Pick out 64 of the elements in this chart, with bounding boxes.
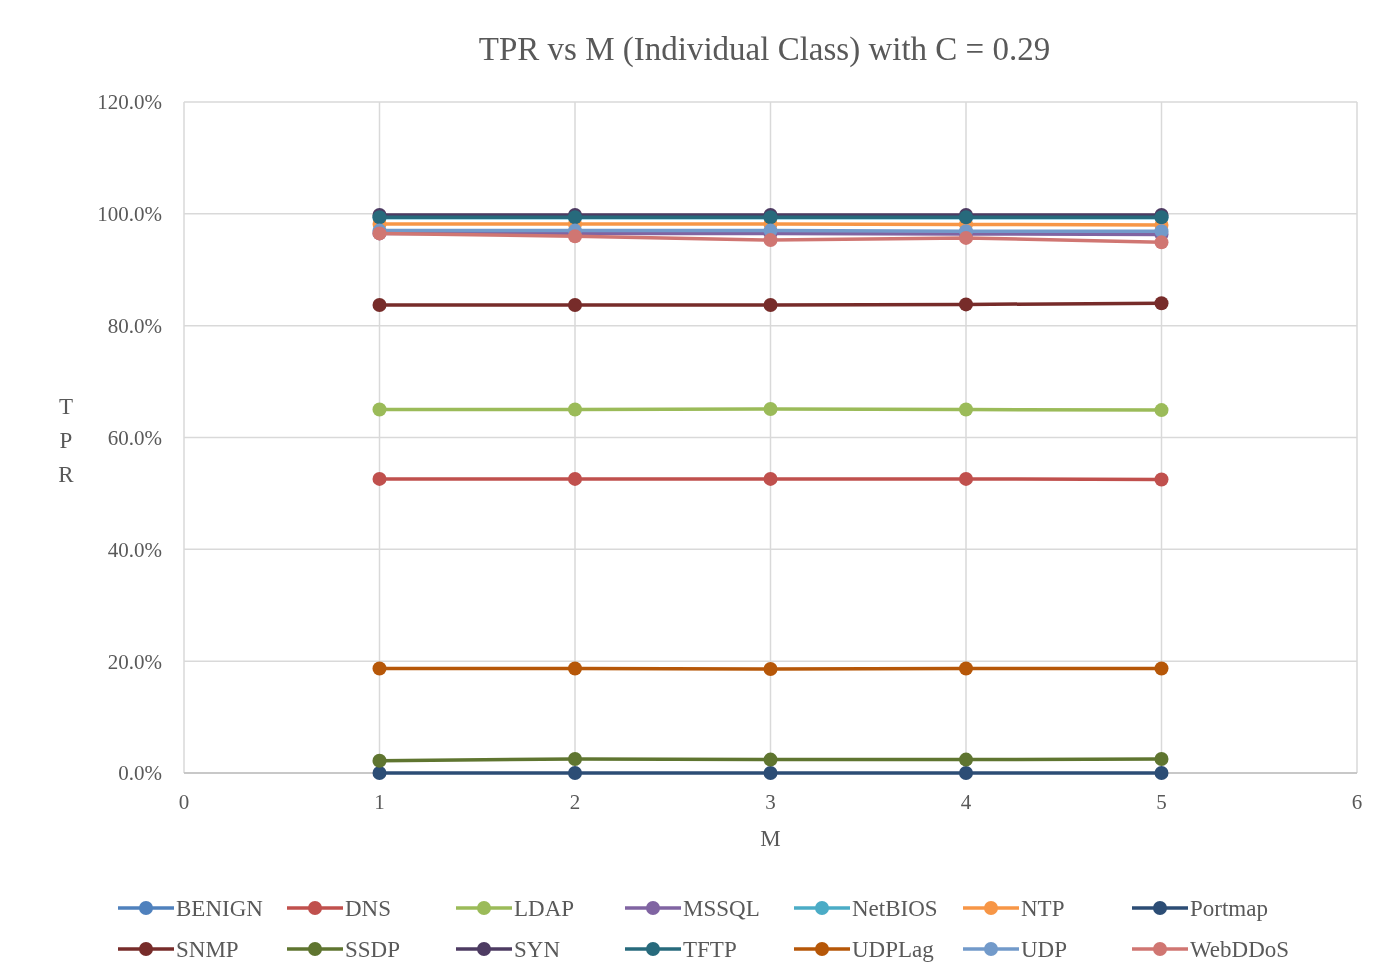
point (959, 752, 973, 767)
point (1154, 661, 1169, 676)
point (568, 471, 582, 486)
x-tick-label: 3 (765, 790, 776, 814)
point (372, 402, 387, 417)
point (372, 661, 387, 676)
x-tick-label: 2 (569, 790, 581, 814)
chart-title: TPR vs M (Individual Class) with C = 0.29 (478, 31, 1051, 68)
point (1154, 235, 1169, 250)
y-tick-label: 80.0% (107, 314, 162, 339)
point (763, 233, 778, 248)
x-tick-label: 6 (1351, 790, 1363, 814)
point (959, 297, 973, 312)
point (1154, 472, 1169, 487)
legend-label: NetBIOS (852, 896, 938, 922)
legend-label: BENIGN (176, 896, 264, 922)
x-tick-label: 4 (960, 790, 972, 814)
point (568, 752, 582, 767)
legend-label: UDP (1021, 937, 1068, 963)
legend-label: UDPLag (852, 937, 935, 963)
point (372, 297, 387, 312)
legend-label: TFTP (683, 937, 737, 963)
legend-label: MSSQL (683, 896, 760, 922)
point (959, 766, 973, 780)
point (1154, 766, 1169, 780)
legend-label: SNMP (176, 937, 239, 963)
point (763, 401, 778, 416)
point (763, 766, 778, 780)
point (959, 471, 973, 486)
point (372, 753, 387, 768)
point (372, 766, 387, 780)
point (568, 766, 582, 780)
legend-label: NTP (1021, 896, 1065, 922)
point (959, 661, 973, 676)
point (1154, 403, 1169, 418)
y-axis-title: TPR (58, 394, 75, 487)
legend-label: Portmap (1190, 896, 1268, 922)
y-tick-label: 120.0% (97, 90, 162, 115)
legend-label: WebDDoS (1190, 937, 1290, 963)
point (1154, 296, 1169, 311)
legend-label: SYN (514, 937, 561, 963)
point (763, 662, 778, 676)
x-tick-label: 5 (1156, 790, 1167, 814)
x-tick-label: 0 (178, 790, 190, 814)
y-tick-label: 100.0% (97, 202, 162, 227)
y-tick-label: 20.0% (107, 649, 162, 674)
point (763, 471, 778, 486)
y-tick-label: 60.0% (107, 425, 162, 450)
legend-label: LDAP (514, 896, 575, 922)
point (763, 297, 778, 312)
point (959, 230, 973, 245)
x-tick-label: 1 (374, 790, 385, 814)
y-tick-label: 0.0% (118, 761, 162, 786)
legend-label: SSDP (345, 937, 400, 963)
x-axis-title: M (760, 826, 781, 851)
point (568, 297, 582, 312)
point (959, 402, 973, 417)
legend-label: DNS (345, 896, 392, 922)
y-tick-label: 40.0% (107, 537, 162, 562)
point (568, 402, 582, 417)
point (568, 661, 582, 676)
point (1154, 752, 1169, 767)
point (372, 471, 387, 486)
point (763, 752, 778, 767)
